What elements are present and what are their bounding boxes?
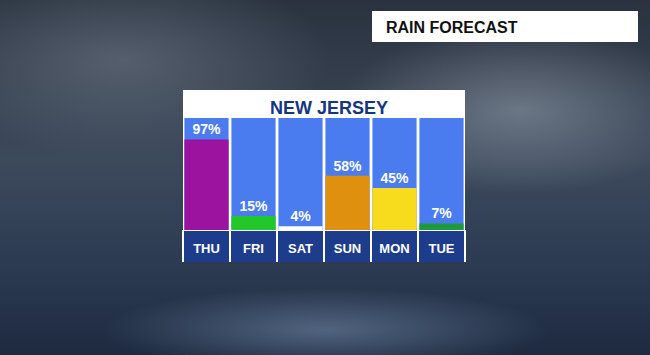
svg-text:THU: THU bbox=[193, 241, 220, 256]
svg-text:TUE: TUE bbox=[429, 241, 455, 256]
svg-text:RAIN FORECAST: RAIN FORECAST bbox=[386, 19, 518, 36]
svg-text:7%: 7% bbox=[431, 205, 452, 221]
svg-text:FRI: FRI bbox=[243, 241, 264, 256]
svg-text:58%: 58% bbox=[333, 158, 362, 174]
svg-text:97%: 97% bbox=[192, 121, 221, 137]
svg-text:4%: 4% bbox=[290, 208, 311, 224]
svg-text:NEW JERSEY: NEW JERSEY bbox=[270, 98, 388, 118]
svg-text:15%: 15% bbox=[239, 198, 268, 214]
svg-text:MON: MON bbox=[379, 241, 409, 256]
svg-text:SAT: SAT bbox=[288, 241, 313, 256]
svg-text:SUN: SUN bbox=[334, 241, 361, 256]
svg-text:45%: 45% bbox=[380, 170, 409, 186]
